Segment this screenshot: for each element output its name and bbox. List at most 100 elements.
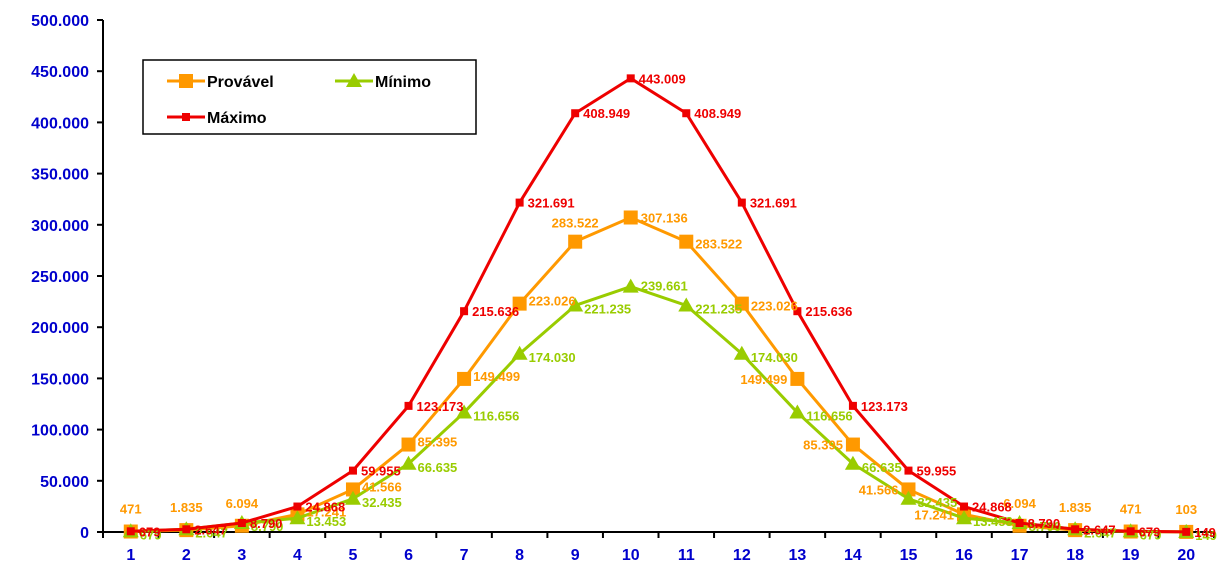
data-point-marker (844, 455, 861, 470)
data-point-marker (126, 527, 135, 536)
data-point-marker (1071, 525, 1080, 534)
legend-box (142, 59, 477, 135)
data-label: 85.395 (803, 438, 843, 453)
legend-item: Máximo (167, 110, 267, 127)
data-point-marker (1015, 518, 1024, 527)
data-label: 13.453 (306, 514, 346, 529)
data-label: 215.636 (805, 304, 852, 319)
data-label: 2.647 (1083, 522, 1116, 537)
data-point-marker (900, 490, 917, 505)
y-tick-label: 0 (80, 525, 89, 542)
series-line (130, 76, 1187, 534)
data-point-marker (348, 466, 357, 475)
y-tick-label: 200.000 (31, 320, 89, 337)
data-label: 41.566 (859, 482, 899, 497)
data-label: 59.955 (361, 464, 401, 479)
data-point-marker (1126, 527, 1135, 536)
data-label: 283.522 (695, 237, 742, 252)
data-label: 85.395 (418, 435, 458, 450)
legend: Provável Mínimo Máximo (142, 59, 477, 135)
x-tick-label: 14 (844, 547, 862, 564)
data-labels-layer: 471 1.835 6.094 17.241 41.566 85.395 149.499 22… (120, 71, 1217, 542)
data-point-marker (626, 74, 635, 83)
data-point-marker (679, 234, 694, 249)
data-label: 1.835 (170, 500, 203, 515)
data-point-marker (737, 198, 746, 207)
data-label: 66.635 (862, 460, 902, 475)
legend-label: Mínimo (375, 74, 431, 91)
data-label: 471 (120, 502, 142, 517)
data-label: 116.656 (473, 409, 519, 424)
y-tick-label: 50.000 (40, 474, 89, 491)
data-label: 13.453 (973, 514, 1013, 529)
x-tick-label: 3 (237, 547, 246, 564)
legend-item: Mínimo (335, 73, 431, 91)
data-point-marker (567, 297, 584, 312)
data-label: 32.435 (362, 495, 402, 510)
data-point-marker (790, 371, 805, 386)
data-point-marker (848, 401, 857, 410)
data-label: 1.835 (1059, 500, 1092, 515)
data-point-marker (1182, 527, 1191, 536)
data-label: 24.868 (305, 500, 345, 515)
x-tick-label: 11 (678, 547, 695, 564)
data-point-marker (400, 455, 417, 470)
data-point-marker (293, 502, 302, 511)
data-point-marker (960, 502, 969, 511)
y-tick-label: 100.000 (31, 423, 89, 440)
x-tick-label: 1 (126, 547, 135, 564)
x-tick-label: 4 (293, 547, 302, 564)
y-tick-label: 150.000 (31, 371, 89, 388)
data-point-marker (456, 404, 473, 419)
data-point-marker (512, 296, 527, 311)
data-label: 8.790 (250, 516, 283, 531)
series-line (130, 285, 1187, 534)
data-label: 321.691 (528, 196, 575, 211)
data-point-marker (346, 73, 362, 87)
x-tick-label: 9 (571, 547, 580, 564)
x-tick-label: 20 (1177, 547, 1195, 564)
data-point-marker (460, 307, 469, 316)
data-label: 283.522 (552, 216, 599, 231)
x-tick-label: 17 (1011, 547, 1029, 564)
data-label: 103 (1175, 502, 1197, 517)
data-label: 6.094 (1003, 496, 1036, 511)
data-label: 408.949 (694, 106, 741, 121)
data-label: 239.661 (641, 279, 688, 294)
data-label: 8.790 (1029, 519, 1062, 534)
data-label: 66.635 (418, 460, 458, 475)
data-point-marker (622, 278, 639, 293)
data-point-marker (956, 510, 973, 525)
data-point-marker (571, 109, 580, 118)
x-tick-label: 7 (460, 547, 469, 564)
data-label: 307.136 (641, 210, 688, 225)
data-label: 17.241 (306, 504, 346, 519)
data-point-marker (623, 210, 638, 225)
data-label: 17.241 (914, 507, 954, 522)
y-tick-label: 350.000 (31, 167, 89, 184)
data-label: 149.499 (740, 372, 787, 387)
data-point-marker (793, 307, 802, 316)
data-label: 174.030 (751, 350, 798, 365)
data-label: 443.009 (639, 71, 686, 86)
x-tick-label: 15 (900, 547, 918, 564)
x-tick-label: 6 (404, 547, 413, 564)
y-tick-label: 300.000 (31, 218, 89, 235)
x-tick-label: 18 (1066, 547, 1084, 564)
data-point-marker (904, 466, 913, 475)
data-label: 679 (1139, 524, 1161, 539)
y-tick-label: 500.000 (31, 13, 89, 30)
data-point-marker (789, 404, 806, 419)
data-label: 471 (1120, 502, 1142, 517)
data-label: 41.566 (362, 479, 402, 494)
data-label: 408.949 (583, 106, 630, 121)
data-label: 116.656 (806, 409, 852, 424)
y-tick-label: 250.000 (31, 269, 89, 286)
data-point-marker (404, 401, 413, 410)
legend-label: Provável (207, 74, 274, 91)
data-label: 59.955 (916, 464, 956, 479)
data-label: 679 (140, 527, 162, 542)
data-point-marker (344, 490, 361, 505)
data-label: 149 (1195, 528, 1217, 543)
data-point-marker (182, 525, 191, 534)
